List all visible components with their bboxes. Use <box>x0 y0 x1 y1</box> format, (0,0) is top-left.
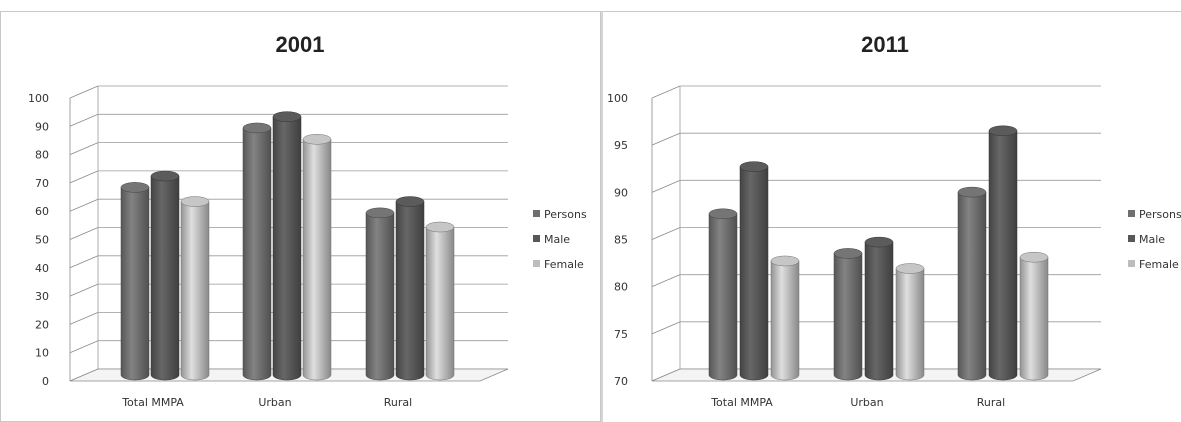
gridline-side <box>69 227 99 240</box>
bar-female-urban <box>895 263 925 381</box>
gridline-side <box>651 85 681 99</box>
x-category-label: Total MMPA <box>710 396 773 409</box>
gridline-side <box>651 132 681 146</box>
gridline-side <box>651 321 681 335</box>
gridline-side <box>69 85 99 99</box>
legend-swatch-persons <box>533 210 540 217</box>
chart-title: 2011 <box>861 32 909 57</box>
legend-label: Female <box>1139 258 1179 271</box>
chart-title: 2001 <box>276 32 325 57</box>
bar-male-total-mmpa <box>739 161 769 381</box>
gridline-side <box>651 274 681 288</box>
y-tick-label: 100 <box>607 92 628 105</box>
legend-label: Female <box>544 258 584 271</box>
x-category-label: Rural <box>977 396 1005 409</box>
bar-persons-rural <box>957 186 987 381</box>
x-category-label: Urban <box>850 396 883 409</box>
y-tick-label: 75 <box>614 328 628 341</box>
legend-label: Male <box>1139 233 1165 246</box>
legend-swatch-female <box>533 260 540 267</box>
y-tick-label: 90 <box>614 186 628 199</box>
legend-swatch-female <box>1128 260 1135 267</box>
y-tick-label: 50 <box>35 234 49 247</box>
y-tick-label: 30 <box>35 290 49 303</box>
bar-male-rural <box>395 196 425 381</box>
y-tick-label: 40 <box>35 262 49 275</box>
y-tick-label: 80 <box>35 149 49 162</box>
bar-persons-rural <box>365 207 395 381</box>
gridline-side <box>69 113 99 127</box>
legend-label: Persons <box>1139 208 1181 221</box>
gridline-side <box>69 198 99 212</box>
gridline-side <box>651 227 681 240</box>
x-category-label: Urban <box>258 396 291 409</box>
bar-persons-urban <box>242 122 272 381</box>
gridline-side <box>69 170 99 184</box>
legend-swatch-persons <box>1128 210 1135 217</box>
bar-persons-total-mmpa <box>708 208 738 381</box>
bar-female-urban <box>302 134 332 381</box>
bar-male-total-mmpa <box>150 170 180 381</box>
y-tick-label: 95 <box>614 139 628 152</box>
chart-panel-2001: 2001 0 10 20 30 40 50 60 70 80 90 100 Total MMPA Urba… <box>28 32 587 409</box>
gridline-side <box>69 312 99 325</box>
y-tick-label: 10 <box>35 347 49 360</box>
bar-persons-total-mmpa <box>120 182 150 381</box>
x-category-label: Total MMPA <box>121 396 184 409</box>
x-category-label: Rural <box>384 396 412 409</box>
y-tick-label: 80 <box>614 281 628 294</box>
bar-female-total-mmpa <box>180 196 210 381</box>
y-tick-label: 90 <box>35 120 49 133</box>
legend-label: Persons <box>544 208 587 221</box>
legend-swatch-male <box>1128 235 1135 242</box>
gridline-side <box>69 283 99 297</box>
bar-female-rural <box>425 221 455 381</box>
y-tick-label: 60 <box>35 205 49 218</box>
y-tick-label: 70 <box>614 375 628 388</box>
y-tick-label: 0 <box>42 375 49 388</box>
bar-male-urban <box>272 111 302 381</box>
bar-persons-urban <box>833 248 863 381</box>
legend-label: Male <box>544 233 570 246</box>
bar-female-total-mmpa <box>770 255 800 381</box>
chart-panel-2011: 2011 70 75 80 85 90 95 100 Total MMPA Urban Rural P… <box>607 32 1181 409</box>
gridline-side <box>69 255 99 269</box>
y-tick-label: 20 <box>35 318 49 331</box>
y-tick-label: 100 <box>28 92 49 105</box>
y-tick-label: 70 <box>35 177 49 190</box>
gridline-side <box>651 179 681 193</box>
bar-male-rural <box>988 125 1018 381</box>
y-tick-label: 85 <box>614 234 628 247</box>
gridline-side <box>69 340 99 354</box>
gridline-side <box>69 142 99 155</box>
legend-swatch-male <box>533 235 540 242</box>
bar-male-urban <box>864 236 894 381</box>
bar-female-rural <box>1019 251 1049 381</box>
